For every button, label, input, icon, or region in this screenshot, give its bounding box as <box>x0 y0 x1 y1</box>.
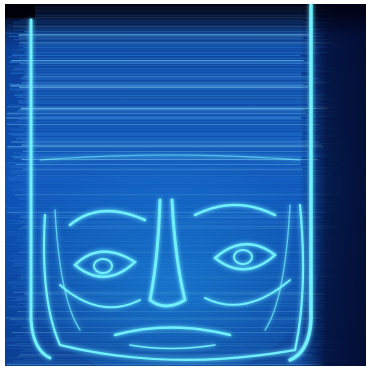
right-pupil <box>233 249 253 265</box>
corner-shade <box>5 4 35 18</box>
left-fold <box>54 209 81 331</box>
right-edge <box>288 4 313 362</box>
left-cheek <box>59 284 141 309</box>
left-eye <box>73 250 138 279</box>
left-brow <box>68 209 147 227</box>
nose <box>148 198 187 308</box>
face-lines <box>29 4 313 362</box>
top-shade <box>5 4 366 34</box>
face-glow <box>20 140 320 366</box>
mouth <box>113 326 232 337</box>
right-eye <box>213 242 277 271</box>
image-area <box>5 4 366 366</box>
right-brow <box>193 203 277 217</box>
left-edge <box>29 18 52 360</box>
right-fold <box>264 204 291 331</box>
brow-line <box>39 154 301 161</box>
left-pupil <box>93 258 113 274</box>
lower-lip <box>129 344 216 350</box>
jaw-outline <box>42 203 305 361</box>
